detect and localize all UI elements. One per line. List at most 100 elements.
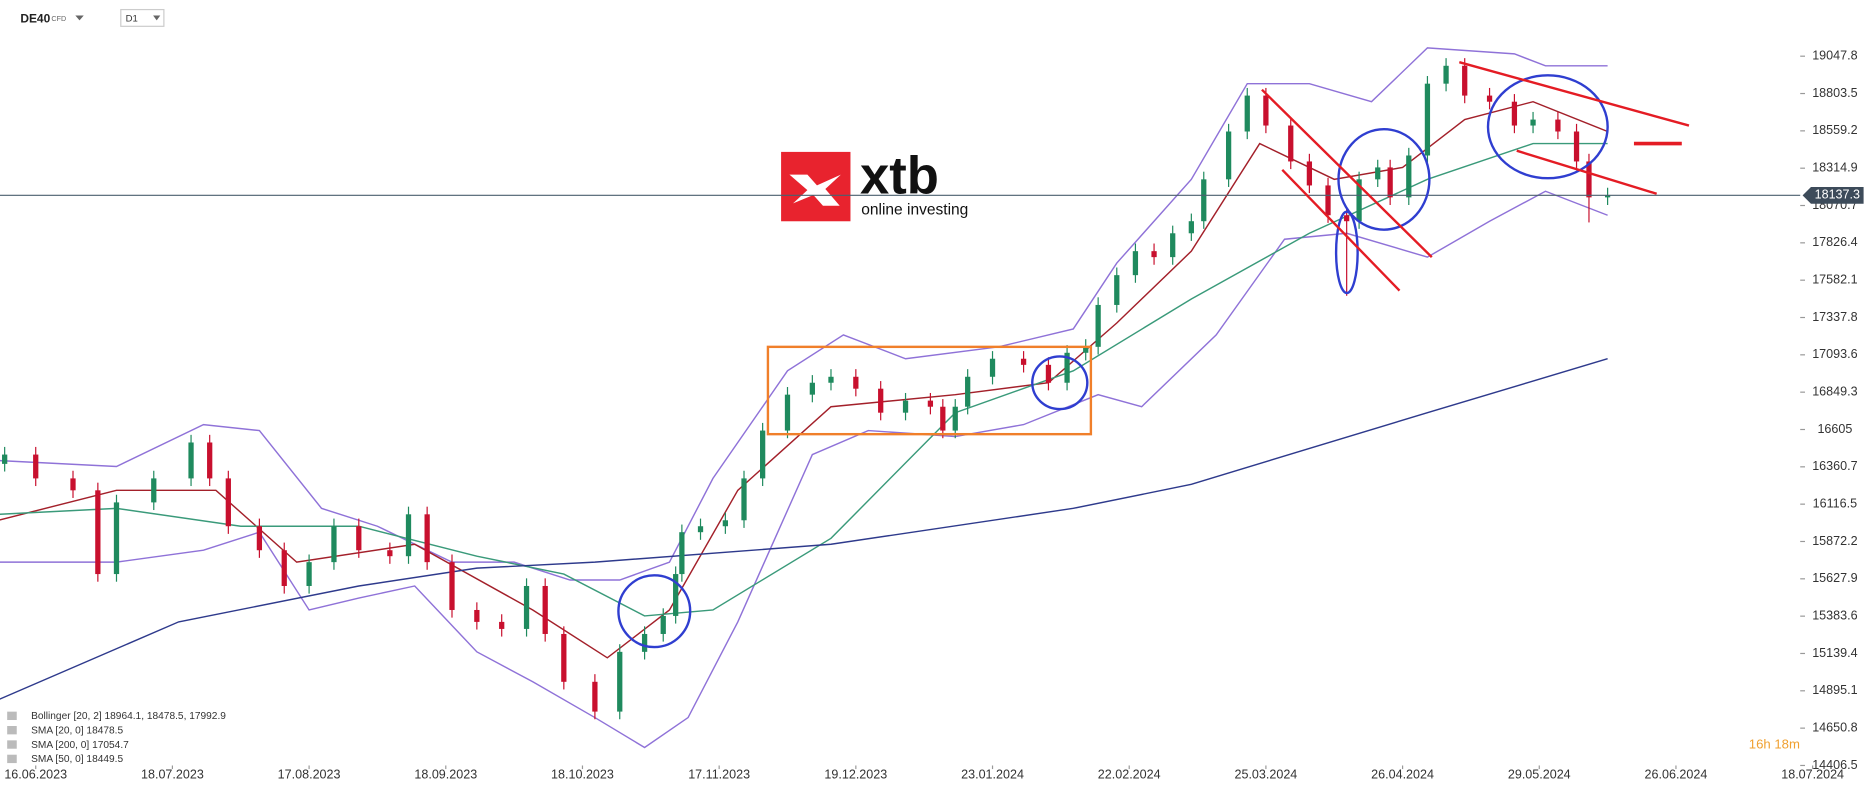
candle-body (989, 358, 996, 377)
indicator-line (0, 358, 1608, 700)
x-tick-label: 17.11.2023 (688, 767, 750, 781)
candle-body (853, 376, 859, 389)
timeframe[interactable]: D1 (126, 14, 138, 25)
y-tick-label: 19047.8 (1812, 49, 1857, 63)
candle-body (331, 526, 337, 563)
candle-body (207, 442, 213, 479)
candle-body (1375, 167, 1381, 180)
logo-tagline: online investing (861, 202, 968, 219)
candle-body (542, 585, 548, 634)
plot-area: 19047.818803.518559.218314.918070.717826… (0, 47, 1864, 781)
candle-body (1201, 179, 1207, 222)
candle-body (902, 400, 909, 413)
candle-body (523, 585, 530, 629)
candle-body (641, 633, 648, 652)
candle-body (784, 394, 791, 431)
x-tick-label: 19.12.2023 (824, 767, 887, 781)
candle-body (499, 621, 505, 629)
candle-body (1170, 233, 1176, 258)
candle-body (697, 526, 704, 533)
y-tick-label: 14650.8 (1812, 720, 1857, 734)
instrument: CFD (51, 15, 66, 23)
trend-line (1281, 169, 1401, 292)
candle-body (952, 406, 958, 431)
indicator-line (0, 47, 1608, 581)
circle-marker (1031, 355, 1089, 411)
candle-body (33, 454, 39, 479)
candle-body (1083, 346, 1089, 353)
y-tick-label: 17582.1 (1812, 272, 1857, 286)
candle-body (592, 681, 598, 712)
circle-marker (1334, 210, 1359, 295)
y-tick-label: 15872.2 (1812, 534, 1857, 548)
last-price-tag (1802, 186, 1864, 204)
candle-body (405, 514, 412, 557)
candle-body (1045, 364, 1052, 383)
legend-icon[interactable] (7, 754, 17, 764)
symbol[interactable]: DE40 (20, 11, 50, 25)
candle-body (617, 651, 623, 712)
y-tick-label: 15139.4 (1812, 646, 1857, 660)
legend-entry: SMA [200, 0] 17054.7 (31, 740, 129, 751)
y-tick-label: 17337.8 (1812, 310, 1857, 324)
candle-body (561, 633, 567, 682)
trend-line (1516, 149, 1658, 195)
candle-body (1188, 221, 1194, 234)
x-tick-label: 23.01.2024 (961, 767, 1024, 781)
candle-body (673, 574, 679, 616)
candle-body (965, 376, 971, 407)
candle-body (424, 514, 430, 563)
candle-body (151, 478, 157, 503)
candle-body (1064, 352, 1070, 383)
x-tick-label: 18.09.2023 (414, 767, 477, 781)
y-tick-label: 18314.9 (1812, 161, 1857, 175)
y-tick-label: 18803.5 (1812, 86, 1857, 100)
candle-body (828, 376, 834, 383)
candle-body (940, 406, 946, 431)
x-tick-label: 17.08.2023 (278, 767, 341, 781)
legend-icon[interactable] (7, 740, 17, 749)
last-price-label: 18137.3 (1815, 188, 1860, 202)
candle-body (1151, 251, 1157, 258)
candle-body (1462, 65, 1468, 96)
annotations (617, 61, 1690, 649)
candle-body (1573, 131, 1580, 162)
candle-body (1225, 131, 1232, 180)
candle-body (1387, 167, 1393, 198)
candle-body (1511, 101, 1518, 126)
candle-body (449, 562, 455, 610)
legend-entry: SMA [50, 0] 18449.5 (31, 754, 123, 765)
candle-body (927, 400, 934, 407)
symbol-dropdown[interactable] (75, 15, 84, 21)
legend-icon[interactable] (7, 711, 17, 721)
legend-icon[interactable] (7, 726, 17, 735)
circle-marker (617, 574, 692, 649)
circle-marker (1337, 127, 1431, 231)
candle-body (1356, 179, 1362, 222)
candle-body (760, 430, 766, 479)
x-tick-label: 18.07.2024 (1781, 767, 1844, 781)
candle-body (1132, 251, 1139, 276)
candle-body (1443, 65, 1449, 84)
candle-body (281, 550, 287, 586)
candle-body (113, 502, 120, 575)
timeframe-box[interactable] (120, 8, 165, 27)
range-box (766, 345, 1093, 436)
candle-body (1288, 125, 1294, 162)
timeframe-dropdown[interactable] (153, 15, 161, 21)
legend-entry: SMA [20, 0] 18478.5 (31, 725, 123, 736)
x-tick-label: 26.04.2024 (1371, 767, 1434, 781)
candle-body (1344, 215, 1350, 222)
candle-body (306, 562, 312, 586)
candle-body (1306, 161, 1313, 186)
candle-body (660, 615, 666, 634)
logo-x (789, 174, 841, 206)
indicator-legend: Bollinger [20, 2] 18964.1, 18478.5, 1799… (7, 711, 226, 765)
candle-timer: 16h 18m (1749, 737, 1800, 752)
y-tick-label: 15627.9 (1812, 571, 1857, 585)
candle-body (356, 526, 362, 551)
x-tick-label: 18.10.2023 (551, 767, 614, 781)
x-tick-label: 18.07.2023 (141, 767, 204, 781)
